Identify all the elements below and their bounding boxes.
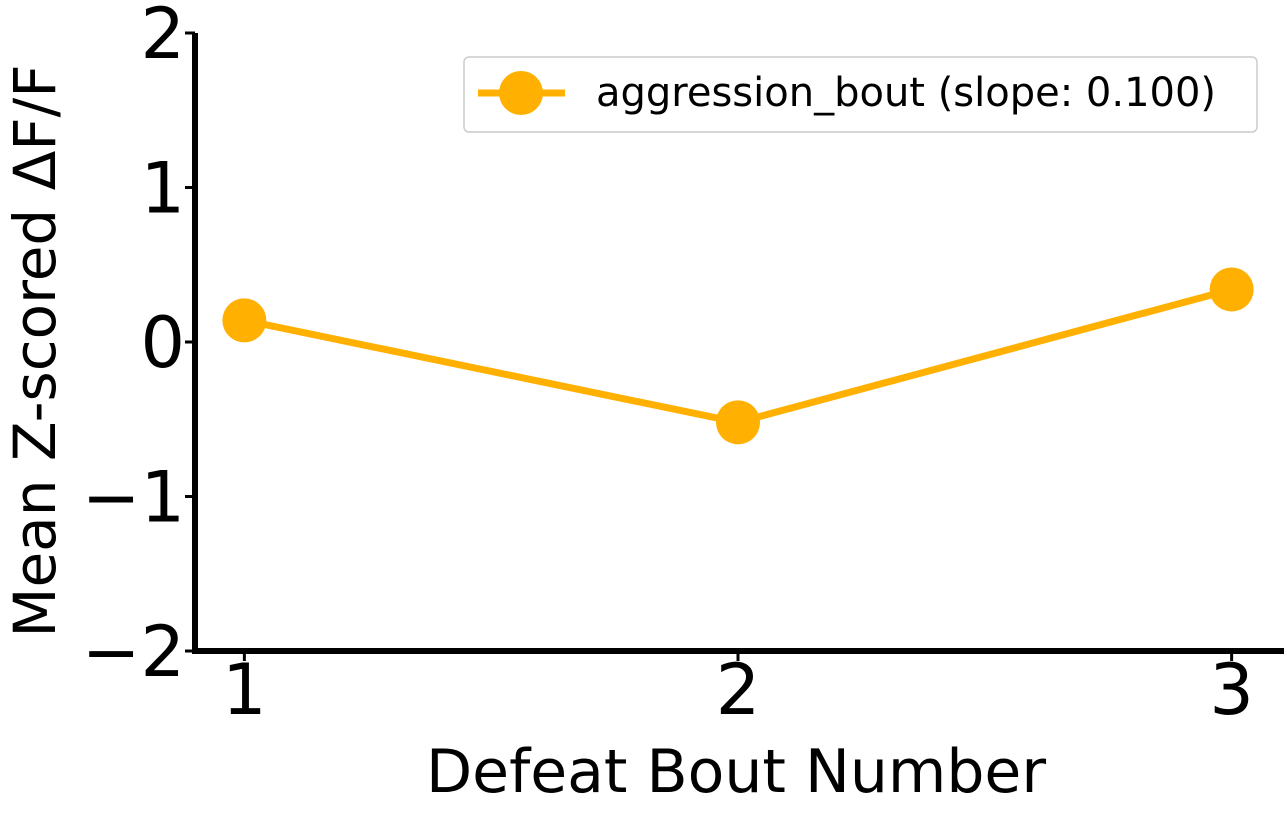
x-tick-label: 2	[716, 649, 761, 731]
y-axis-title: Mean Z-scored ΔF/F	[1, 64, 69, 637]
data-point-marker	[222, 298, 267, 343]
legend-frame	[463, 56, 1258, 133]
x-axis-title: Defeat Bout Number	[426, 737, 1046, 807]
series-layer	[222, 267, 1254, 445]
y-tick-label: −2	[82, 611, 185, 693]
y-axis-ticks: −2 −1 0 1 2	[82, 0, 195, 693]
y-tick-label: 0	[140, 302, 185, 384]
y-tick-label: 1	[140, 148, 185, 230]
legend-marker-swatch	[499, 71, 543, 115]
x-tick-label: 1	[222, 649, 267, 731]
y-tick-label: 2	[140, 0, 185, 75]
x-axis-ticks: 1 2 3	[222, 649, 1254, 731]
data-point-marker	[1209, 267, 1254, 312]
data-point-marker	[716, 400, 760, 445]
legend-label: aggression_bout (slope: 0.100)	[596, 70, 1216, 116]
legend: aggression_bout (slope: 0.100)	[463, 56, 1258, 133]
x-tick-label: 3	[1209, 649, 1254, 731]
y-tick-label: −1	[82, 457, 185, 539]
